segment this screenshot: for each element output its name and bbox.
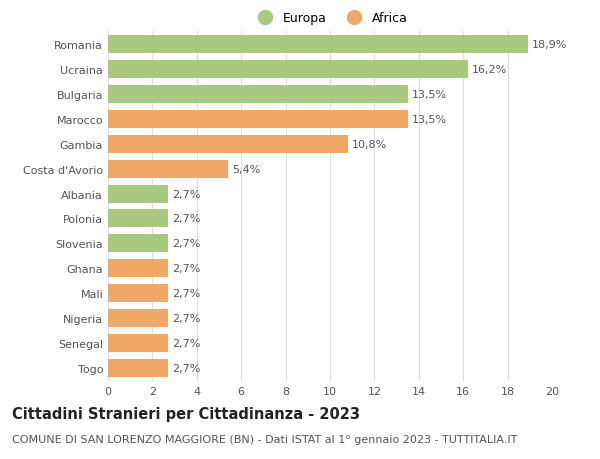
Text: Cittadini Stranieri per Cittadinanza - 2023: Cittadini Stranieri per Cittadinanza - 2… — [12, 406, 360, 421]
Text: 13,5%: 13,5% — [412, 114, 447, 124]
Bar — [108, 335, 168, 353]
Bar — [108, 110, 408, 129]
Legend: Europa, Africa: Europa, Africa — [248, 7, 412, 30]
Text: 13,5%: 13,5% — [412, 90, 447, 100]
Text: COMUNE DI SAN LORENZO MAGGIORE (BN) - Dati ISTAT al 1° gennaio 2023 - TUTTITALIA: COMUNE DI SAN LORENZO MAGGIORE (BN) - Da… — [12, 434, 517, 444]
Bar — [108, 185, 168, 203]
Bar — [108, 359, 168, 377]
Text: 2,7%: 2,7% — [172, 313, 201, 324]
Bar — [108, 235, 168, 253]
Text: 2,7%: 2,7% — [172, 189, 201, 199]
Text: 16,2%: 16,2% — [472, 65, 508, 74]
Bar — [108, 61, 467, 78]
Bar — [108, 36, 527, 54]
Bar — [108, 310, 168, 328]
Bar — [108, 285, 168, 303]
Text: 2,7%: 2,7% — [172, 289, 201, 299]
Text: 2,7%: 2,7% — [172, 214, 201, 224]
Text: 2,7%: 2,7% — [172, 339, 201, 348]
Text: 2,7%: 2,7% — [172, 264, 201, 274]
Text: 5,4%: 5,4% — [232, 164, 260, 174]
Bar — [108, 85, 408, 103]
Bar — [108, 135, 348, 153]
Text: 2,7%: 2,7% — [172, 364, 201, 374]
Bar — [108, 210, 168, 228]
Text: 2,7%: 2,7% — [172, 239, 201, 249]
Bar — [108, 260, 168, 278]
Text: 10,8%: 10,8% — [352, 139, 388, 149]
Bar — [108, 160, 228, 178]
Text: 18,9%: 18,9% — [532, 39, 568, 50]
